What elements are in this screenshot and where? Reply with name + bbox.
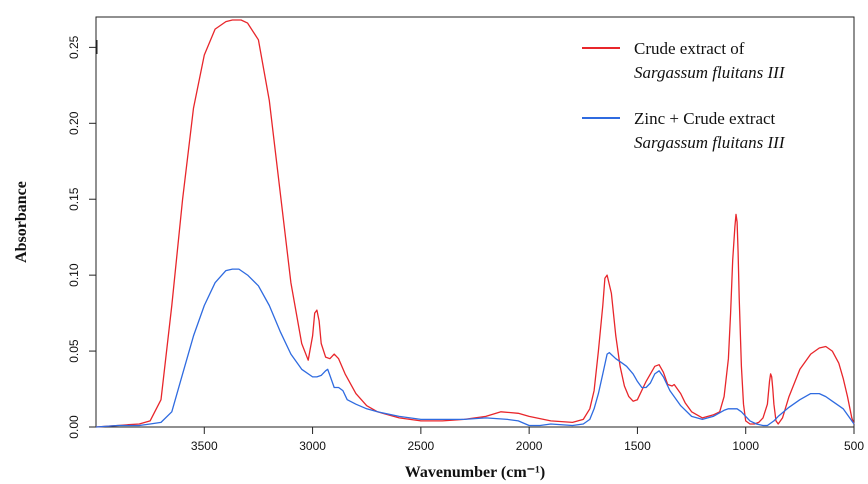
y-axis-ticks: 0.00 0.05 0.10 0.15 0.20 0.25 <box>67 35 96 439</box>
x-tick-label: 500 <box>844 439 864 453</box>
legend: Crude extract of Sargassum fluitans III … <box>582 39 786 152</box>
y-tick-label: 0.25 <box>67 35 81 59</box>
y-axis-title: Absorbance <box>13 181 30 263</box>
x-tick-label: 1500 <box>624 439 651 453</box>
y-tick-label: 0.15 <box>67 187 81 211</box>
legend-label-zinc-line2: Sargassum fluitans III <box>634 133 786 152</box>
y-tick-label: 0.10 <box>67 263 81 287</box>
x-axis-ticks: 3500 3000 2500 2000 1500 1000 500 <box>191 427 864 453</box>
x-tick-label: 1000 <box>732 439 759 453</box>
legend-label-zinc-line1: Zinc + Crude extract <box>634 109 776 128</box>
y-tick-label: 0.05 <box>67 339 81 363</box>
series-line-crude-extract <box>95 19 855 428</box>
series-layer <box>95 19 855 428</box>
x-axis-title: Wavenumber (cm⁻¹) <box>405 464 545 481</box>
plot-frame <box>95 16 855 428</box>
legend-label-crude-line2: Sargassum fluitans III <box>634 63 786 82</box>
x-tick-label: 3500 <box>191 439 218 453</box>
y-tick-label: 0.20 <box>67 111 81 135</box>
series-line-zinc-crude-extract <box>95 268 855 428</box>
x-tick-label: 3000 <box>299 439 326 453</box>
legend-label-crude-line1: Crude extract of <box>634 39 745 58</box>
x-tick-label: 2500 <box>408 439 435 453</box>
y-tick-label: 0.00 <box>67 415 81 439</box>
x-tick-label: 2000 <box>516 439 543 453</box>
